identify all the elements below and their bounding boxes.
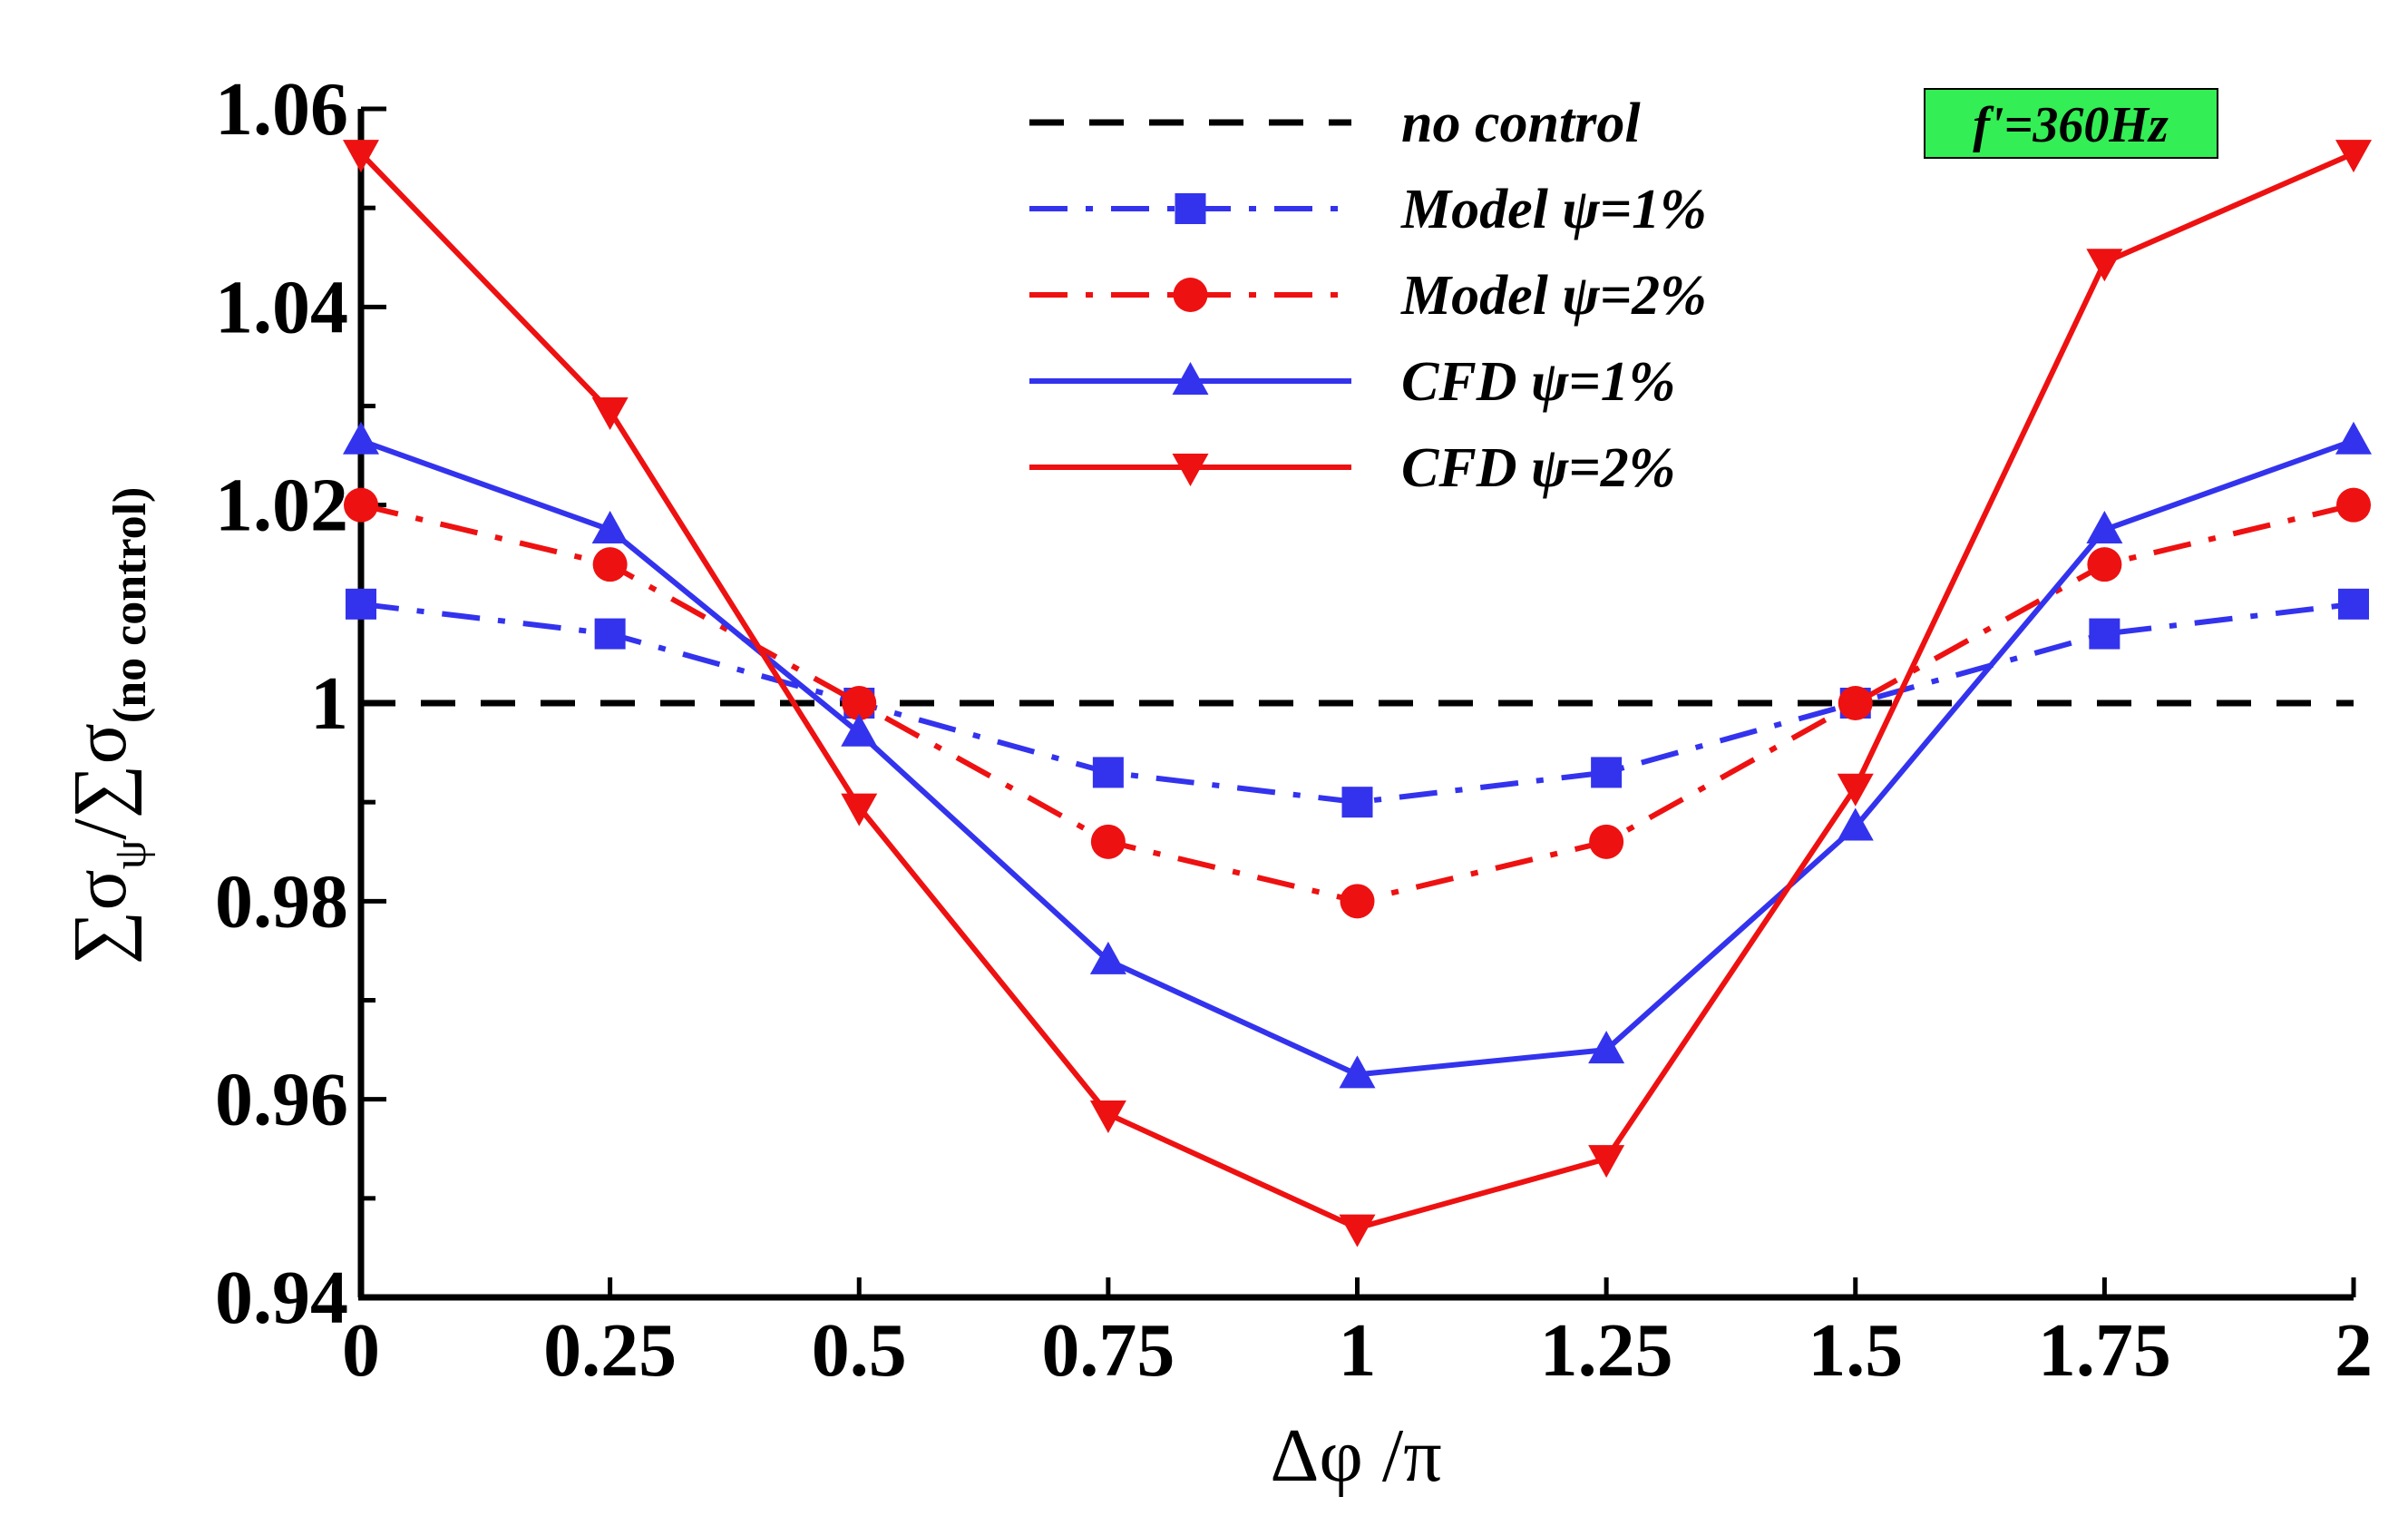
y-axis-title-slash: /: [58, 818, 142, 840]
legend-label: Model ψ=2%: [1400, 265, 1707, 327]
data-point: [591, 510, 629, 543]
data-point: [1837, 773, 1874, 807]
series-2: [344, 487, 2371, 919]
series-4: [343, 140, 2372, 1247]
data-point: [1588, 1031, 1625, 1064]
series-line: [360, 601, 2354, 806]
data-point: [1090, 824, 1126, 859]
y-axis-title-sigma-ref: ∑σ: [58, 723, 142, 818]
data-point: [1092, 757, 1124, 788]
x-tick-label: 0.75: [1041, 1308, 1175, 1393]
data-point: [2338, 588, 2369, 620]
data-point: [1589, 824, 1624, 859]
legend-label: CFD ψ=1%: [1401, 351, 1675, 413]
data-point: [343, 140, 379, 173]
x-tick-label: 1.75: [2038, 1308, 2171, 1393]
data-point: [1588, 1145, 1625, 1179]
svg-text:∑σψ/∑σ(no control): ∑σψ/∑σ(no control): [58, 487, 156, 965]
data-point: [1591, 757, 1623, 788]
data-point: [346, 588, 376, 620]
frequency-badge-text: f'=360Hz: [1973, 97, 2169, 153]
x-tick-label: 2: [2335, 1308, 2373, 1393]
y-axis-title-reference-subscript: (no control): [104, 487, 156, 723]
data-point: [594, 618, 626, 650]
frequency-badge-box: [1924, 88, 2218, 159]
legend-marker: [1172, 362, 1209, 395]
y-axis-title-sigma-psi: ∑σ: [58, 869, 142, 964]
data-point: [1838, 686, 1873, 720]
legend-entry: no control: [1029, 93, 1641, 154]
y-tick-label: 0.94: [215, 1256, 348, 1340]
data-point: [842, 686, 877, 720]
y-tick-label: 1.06: [215, 67, 348, 152]
legend-label: CFD ψ=2%: [1401, 437, 1675, 499]
data-point: [344, 487, 378, 523]
legend: no control Model ψ=1% Model ψ=2% CFD ψ=1% CF…: [1029, 93, 1707, 499]
y-tick-label: 1.02: [215, 464, 348, 548]
data-point: [1089, 941, 1126, 974]
x-tick-label: 0: [342, 1308, 380, 1393]
legend-entry: Model ψ=2%: [1029, 265, 1707, 327]
y-tick-label: 1.04: [215, 265, 348, 349]
data-point: [591, 396, 629, 430]
legend-marker: [1172, 454, 1209, 486]
data-point: [1089, 1100, 1126, 1134]
data-point: [2335, 140, 2372, 173]
data-point: [592, 547, 628, 582]
y-tick-label: 0.96: [215, 1058, 348, 1142]
data-point: [2336, 487, 2371, 523]
x-tick-label: 0.25: [543, 1308, 677, 1393]
y-axis-title-psi-subscript: ψ: [104, 840, 156, 870]
y-tick-label: 1: [310, 661, 348, 746]
data-point: [343, 421, 379, 455]
data-point: [2089, 618, 2120, 650]
data-point: [2335, 421, 2372, 455]
legend-marker: [1175, 193, 1206, 224]
data-point: [2087, 547, 2122, 582]
legend-entry: CFD ψ=2%: [1029, 437, 1675, 499]
x-tick-label: 1.25: [1540, 1308, 1673, 1393]
x-tick-label: 1.5: [1808, 1308, 1903, 1393]
legend-label: Model ψ=1%: [1400, 179, 1707, 240]
data-point: [841, 713, 878, 747]
data-point: [1837, 807, 1874, 841]
data-point: [2086, 249, 2123, 282]
legend-entry: CFD ψ=1%: [1029, 351, 1675, 413]
legend-marker: [1173, 278, 1208, 312]
axes-layer: 0.94 0.96 0.98 1 1.02 1.04 1.06 0 0.25 0.5 0.75 1 1.…: [215, 67, 2373, 1393]
series-3: [343, 421, 2372, 1089]
y-tick-label: 0.98: [215, 859, 348, 944]
series-layer: [343, 140, 2372, 1247]
x-tick-label: 1: [1339, 1308, 1377, 1393]
data-point: [1341, 787, 1373, 818]
data-point: [1340, 884, 1375, 919]
data-point: [1339, 1055, 1376, 1089]
frequency-badge: f'=360Hz: [1924, 88, 2218, 159]
legend-label: no control: [1401, 93, 1641, 154]
x-axis-title: Δφ /π: [1270, 1414, 1441, 1498]
legend-entry: Model ψ=1%: [1029, 179, 1707, 240]
data-point: [2086, 510, 2123, 543]
data-point: [1339, 1214, 1376, 1247]
data-point: [841, 793, 878, 827]
x-tick-label: 0.5: [812, 1308, 907, 1393]
y-axis-title: ∑σψ/∑σ(no control): [58, 487, 156, 965]
